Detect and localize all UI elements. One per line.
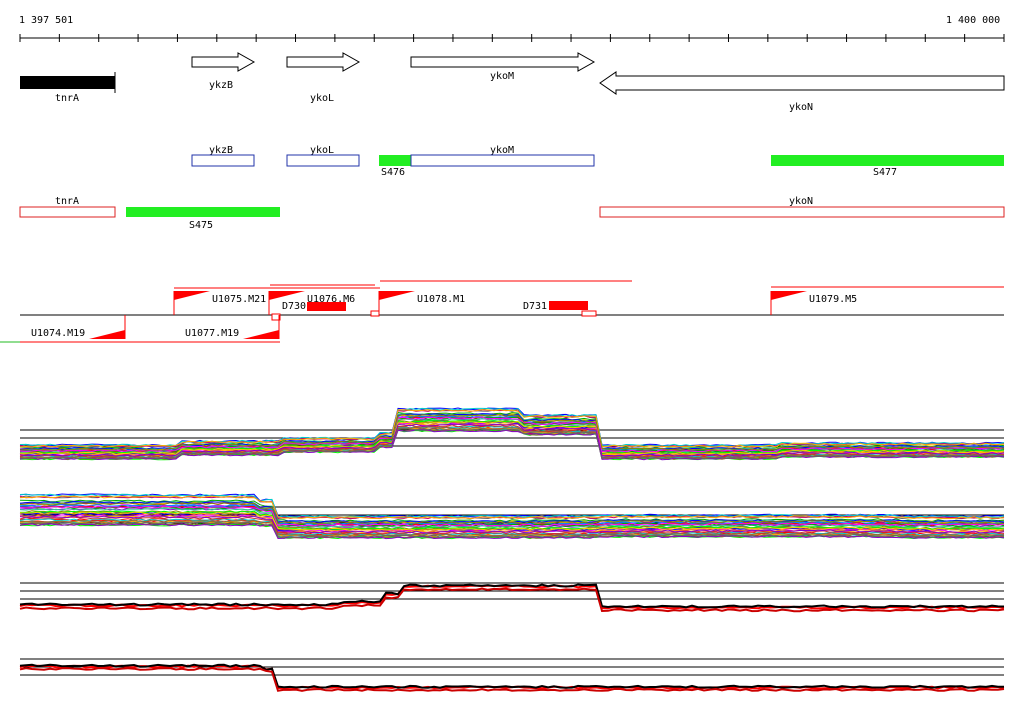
position-ruler: 1 397 501 1 400 000: [19, 15, 1005, 42]
gene-ykoL-arrow[interactable]: [286, 52, 361, 72]
expression-profile-line: [19, 427, 1005, 460]
expression-panel-3: [19, 582, 1005, 613]
upshift-label-U1075: U1075.M21: [212, 294, 266, 305]
ruler-end-label: 1 400 000: [946, 15, 1000, 26]
expression-profile-line: [19, 502, 1005, 525]
expression-profile-line: [19, 503, 1005, 526]
expression-panel-4: [19, 658, 1005, 692]
expression-profile-line: [19, 587, 1005, 613]
minus-strand-track: tnrA S475 ykoN: [19, 196, 1005, 231]
segment-S476[interactable]: [379, 155, 411, 166]
segment-S477[interactable]: [771, 155, 1004, 166]
segment-label-S476: S476: [381, 167, 405, 178]
upshift-U1077-marker[interactable]: [243, 330, 279, 339]
expression-profile-line: [19, 519, 1005, 537]
gene-ykzB-arrow[interactable]: [191, 52, 256, 72]
gene-ykoN-arrow[interactable]: [599, 71, 1005, 95]
plus-gene-ykoM[interactable]: [410, 154, 595, 167]
expression-profile-line: [19, 495, 1005, 520]
minus-gene-tnrA[interactable]: [19, 206, 116, 218]
downshift-label-D731: D731: [523, 301, 547, 312]
expression-profile-line: [19, 505, 1005, 527]
shift-track: U1075.M21 U1076.M6 D730 U1078.M1 D731 U1…: [0, 280, 1004, 343]
downshift-D731-marker[interactable]: [549, 301, 588, 310]
expression-profile-line: [19, 521, 1005, 538]
upshift-U1074-marker[interactable]: [89, 330, 125, 339]
expression-profile-line: [19, 416, 1005, 453]
expression-profile-line: [19, 518, 1005, 536]
gene-tnrA-block[interactable]: [20, 76, 115, 89]
expression-profile-line: [19, 663, 1005, 689]
plus-gene-label-ykzB: ykzB: [209, 145, 233, 156]
ruler-ticks: [19, 34, 1005, 42]
upshift-label-U1076: U1076.M6: [307, 294, 355, 305]
expression-panel-2: [19, 493, 1005, 540]
expression-profile-line: [19, 516, 1005, 535]
minus-gene-ykoN[interactable]: [599, 206, 1005, 218]
gene-label-ykzB: ykzB: [209, 80, 233, 91]
downshift-D730-marker[interactable]: [307, 302, 346, 311]
segment-label-S475: S475: [189, 220, 213, 231]
expression-profile-line: [19, 423, 1005, 457]
upshift-label-U1078: U1078.M1: [417, 294, 465, 305]
gene-label-tnrA: tnrA: [55, 93, 79, 104]
expression-panel-1: [19, 407, 1005, 461]
expression-profile-line: [19, 420, 1005, 455]
plus-gene-label-ykoM: ykoM: [490, 145, 514, 156]
minus-gene-label-tnrA: tnrA: [55, 196, 79, 207]
upshift-label-U1077: U1077.M19: [185, 328, 239, 339]
expression-profile-line: [19, 511, 1005, 531]
upshift-U1079-marker[interactable]: [771, 291, 807, 300]
expression-profile-line: [19, 415, 1005, 452]
minus-gene-label-ykoN: ykoN: [789, 196, 813, 207]
upshift-U1075-marker[interactable]: [174, 291, 210, 300]
plus-gene-ykzB[interactable]: [191, 154, 255, 167]
expression-profile-line: [19, 504, 1005, 526]
segment-S475[interactable]: [126, 207, 280, 217]
plus-strand-track: ykzB ykoL S476 ykoM S477: [191, 145, 1004, 178]
gene-label-ykoN: ykoN: [789, 102, 813, 113]
expression-profile-line: [19, 408, 1005, 448]
plus-gene-ykoL[interactable]: [286, 154, 360, 167]
gene-annotation-track: tnrA ykzB ykoL ykoM ykoN: [20, 52, 1005, 113]
upshift-U1076-marker[interactable]: [269, 291, 305, 300]
gene-ykoM-arrow[interactable]: [410, 52, 596, 72]
gene-label-ykoM: ykoM: [490, 71, 514, 82]
upshift-label-U1079: U1079.M5: [809, 294, 857, 305]
gene-label-ykoL: ykoL: [310, 93, 334, 104]
plus-gene-label-ykoL: ykoL: [310, 145, 334, 156]
expression-profile-line: [19, 414, 1005, 451]
ruler-start-label: 1 397 501: [19, 15, 73, 26]
segment-label-S477: S477: [873, 167, 897, 178]
expression-profile-line: [19, 523, 1005, 540]
expression-profile-line: [19, 583, 1005, 609]
upshift-label-U1074: U1074.M19: [31, 328, 85, 339]
expression-profile-line: [19, 515, 1005, 534]
downshift-label-D730: D730: [282, 301, 306, 312]
upshift-U1078-marker[interactable]: [379, 291, 415, 300]
expression-profile-line: [19, 667, 1005, 692]
